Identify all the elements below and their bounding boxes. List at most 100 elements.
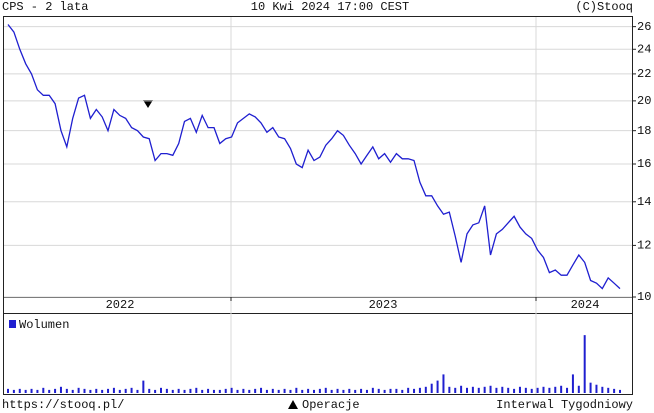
volume-bar bbox=[154, 389, 157, 393]
volume-bar bbox=[236, 389, 239, 393]
volume-bar bbox=[130, 387, 133, 393]
volume-bar bbox=[489, 385, 492, 393]
price-line bbox=[7, 24, 621, 290]
volume-bar bbox=[101, 389, 104, 393]
volume-bar bbox=[619, 389, 621, 393]
volume-bar bbox=[454, 387, 457, 393]
volume-bar bbox=[142, 380, 145, 393]
volume-bar bbox=[230, 387, 233, 393]
volume-bar bbox=[107, 388, 110, 393]
volume-bar bbox=[524, 387, 527, 393]
volume-bar bbox=[466, 387, 468, 393]
volume-bar bbox=[195, 387, 198, 393]
volume-bar bbox=[148, 388, 151, 393]
volume-bar bbox=[424, 386, 427, 393]
volume-bar bbox=[589, 382, 592, 393]
volume-bar bbox=[89, 389, 92, 393]
volume-bar bbox=[83, 388, 86, 393]
volume-bar bbox=[389, 388, 392, 393]
y-tick-label: 20 bbox=[637, 94, 651, 108]
volume-bar bbox=[377, 388, 380, 393]
volume-bar bbox=[395, 388, 398, 393]
volume-bar bbox=[313, 389, 315, 393]
volume-bar bbox=[548, 387, 551, 393]
volume-bar bbox=[242, 388, 245, 393]
legend-swatch bbox=[9, 320, 16, 328]
volume-bar bbox=[360, 388, 363, 393]
volume-bar bbox=[554, 386, 557, 393]
volume-bar bbox=[77, 387, 80, 393]
volume-bar bbox=[571, 374, 574, 393]
volume-bar bbox=[30, 388, 33, 393]
volume-bar bbox=[165, 388, 168, 393]
volume-bar bbox=[112, 387, 115, 393]
volume-bar bbox=[324, 387, 327, 393]
volume-bar bbox=[36, 389, 39, 393]
volume-bar bbox=[260, 387, 263, 393]
volume-bar bbox=[460, 385, 463, 393]
volume-bar bbox=[418, 387, 421, 393]
volume-bar bbox=[24, 389, 27, 393]
volume-bar bbox=[271, 388, 274, 393]
volume-bar bbox=[212, 389, 215, 393]
volume-bar bbox=[566, 387, 569, 393]
volume-bar bbox=[513, 388, 516, 393]
volume-bar bbox=[601, 386, 604, 393]
volume-bar bbox=[183, 389, 186, 393]
volume-bar bbox=[477, 387, 480, 393]
volume-bar bbox=[136, 389, 139, 393]
volume-bar bbox=[42, 387, 45, 393]
volume-bar bbox=[471, 386, 474, 393]
volume-bar bbox=[54, 388, 57, 393]
volume-bar bbox=[607, 387, 610, 393]
volume-bar bbox=[448, 386, 451, 393]
volume-bar bbox=[442, 374, 445, 393]
volume-bar bbox=[530, 388, 533, 393]
y-tick-label: 12 bbox=[637, 239, 651, 253]
volume-bar bbox=[95, 388, 98, 393]
volume-bar bbox=[583, 335, 586, 393]
period-label: 2024 bbox=[571, 298, 600, 312]
volume-bar bbox=[436, 380, 439, 393]
volume-bar bbox=[371, 387, 374, 393]
volume-bar bbox=[348, 388, 351, 393]
volume-bar bbox=[277, 389, 280, 393]
volume-bar bbox=[501, 386, 504, 393]
volume-bar bbox=[71, 389, 74, 393]
y-tick-label: 18 bbox=[637, 124, 651, 138]
footer-url[interactable]: https://stooq.pl/ bbox=[2, 398, 124, 412]
volume-bar bbox=[201, 389, 204, 393]
y-tick-label: 10 bbox=[637, 290, 651, 304]
volume-bar bbox=[536, 387, 539, 393]
legend-label: Wolumen bbox=[19, 318, 69, 332]
y-tick-label: 22 bbox=[637, 67, 651, 81]
volume-bar bbox=[577, 385, 580, 393]
volume-bar bbox=[65, 388, 68, 393]
volume-bar bbox=[560, 385, 563, 393]
volume-bar bbox=[483, 386, 486, 393]
volume-bar bbox=[171, 389, 174, 393]
volume-bar bbox=[336, 388, 339, 393]
volume-bar bbox=[365, 389, 368, 393]
chart-source: (C)Stooq bbox=[575, 0, 633, 14]
volume-bar bbox=[318, 388, 321, 393]
period-label: 2022 bbox=[106, 298, 135, 312]
operation-marker bbox=[143, 100, 153, 108]
volume-bar bbox=[495, 387, 498, 393]
volume-bar bbox=[254, 388, 257, 393]
volume-bar bbox=[7, 388, 9, 393]
volume-bar bbox=[283, 388, 286, 393]
y-tick-label: 24 bbox=[637, 42, 651, 56]
volume-bar bbox=[218, 389, 221, 393]
volume-bar bbox=[307, 388, 310, 393]
volume-bar bbox=[265, 389, 268, 393]
footer-interval: Interwal Tygodniowy bbox=[496, 398, 633, 412]
y-tick-label: 16 bbox=[637, 157, 651, 171]
volume-bar bbox=[354, 389, 357, 393]
chart-date: 10 Kwi 2024 17:00 CEST bbox=[251, 0, 409, 14]
volume-bar bbox=[342, 389, 345, 393]
volume-bar bbox=[401, 389, 404, 393]
volume-bar bbox=[613, 388, 616, 393]
volume-bar bbox=[295, 387, 298, 393]
